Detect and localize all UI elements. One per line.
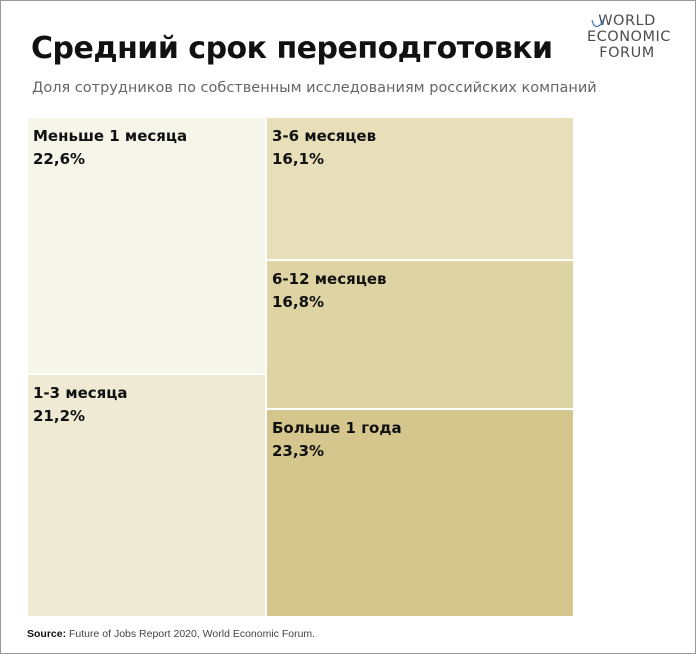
data-label: 21,2% bbox=[33, 407, 86, 425]
data-label: 22,6% bbox=[33, 150, 86, 168]
treemap-cell: Больше 1 года 23,3% bbox=[267, 410, 573, 616]
data-label: 23,3% bbox=[272, 442, 325, 460]
category-label: 6-12 месяцев bbox=[272, 270, 387, 288]
source-note: Source: Future of Jobs Report 2020, Worl… bbox=[27, 628, 315, 640]
chart-subtitle: Доля сотрудников по собственным исследов… bbox=[32, 80, 597, 96]
data-label: 16,8% bbox=[272, 293, 325, 311]
treemap-cell: 3-6 месяцев 16,1% bbox=[267, 118, 573, 259]
logo-line-forum: FORUM bbox=[599, 45, 655, 61]
wef-logo: WORLD ECONOMIC FORUM bbox=[587, 13, 671, 61]
treemap-cell-label: 1-3 месяца 21,2% bbox=[33, 382, 128, 428]
treemap-cell: 1-3 месяца 21,2% bbox=[28, 375, 265, 616]
source-text: Future of Jobs Report 2020, World Econom… bbox=[69, 628, 316, 640]
treemap-cell-label: 6-12 месяцев 16,8% bbox=[272, 268, 387, 314]
category-label: 3-6 месяцев bbox=[272, 127, 377, 145]
treemap-cell-label: Меньше 1 месяца 22,6% bbox=[33, 125, 187, 171]
category-label: 1-3 месяца bbox=[33, 384, 128, 402]
data-label: 16,1% bbox=[272, 150, 325, 168]
source-label: Source: bbox=[27, 628, 67, 640]
category-label: Больше 1 года bbox=[272, 419, 402, 437]
treemap: Меньше 1 месяца 22,6% 1-3 месяца 21,2% 3-6 м… bbox=[28, 118, 573, 616]
logo-line-economic: ECONOMIC bbox=[587, 29, 671, 45]
treemap-cell: 6-12 месяцев 16,8% bbox=[267, 261, 573, 408]
logo-swirl-icon bbox=[591, 17, 605, 28]
category-label: Меньше 1 месяца bbox=[33, 127, 188, 145]
treemap-cell-label: 3-6 месяцев 16,1% bbox=[272, 125, 376, 171]
chart-title: Средний срок переподготовки bbox=[31, 31, 553, 66]
logo-line-world: WORLD bbox=[587, 13, 667, 29]
treemap-cell-label: Больше 1 года 23,3% bbox=[272, 417, 402, 463]
treemap-cell: Меньше 1 месяца 22,6% bbox=[28, 118, 265, 373]
